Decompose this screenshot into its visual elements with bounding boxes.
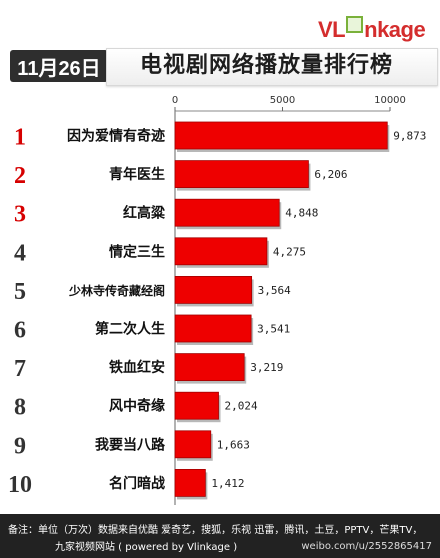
rank-number: 6 [14, 318, 26, 344]
bar [174, 160, 309, 189]
vlinkage-logo: VL nkage [318, 16, 426, 42]
category-label: 青年医生 [109, 166, 165, 183]
bar-value-label: 3,564 [258, 284, 291, 297]
bar [174, 353, 245, 382]
bar [174, 237, 268, 266]
category-label: 情定三生 [109, 243, 165, 260]
weibo-watermark: weibo.com/u/2552865417 [301, 541, 432, 552]
rank-number: 10 [8, 472, 32, 498]
bar [174, 468, 206, 497]
footer-note-line1: 备注：单位（万次）数据来自优酷 爱奇艺，搜狐，乐视 迅雷，腾讯，土豆，PPTV，… [8, 525, 423, 536]
bar [174, 430, 212, 459]
rank-number: 4 [14, 240, 26, 266]
category-label: 名门暗战 [109, 475, 165, 492]
category-label: 我要当八路 [95, 436, 166, 453]
bar-value-label: 4,848 [285, 207, 318, 220]
rank-number: 2 [14, 163, 26, 189]
bar-value-label: 3,219 [250, 361, 283, 374]
x-tick-label: 5000 [270, 95, 295, 106]
bar [174, 275, 253, 304]
chart-title: 电视剧网络播放量排行榜 [140, 53, 394, 78]
category-label: 少林寺传奇藏经阁 [68, 283, 165, 298]
category-label: 红高粱 [123, 205, 166, 222]
bar [174, 314, 252, 343]
x-tick-label: 10000 [374, 95, 406, 106]
rank-number: 1 [14, 125, 26, 151]
bar [174, 391, 219, 420]
bar-value-label: 1,663 [217, 438, 250, 451]
rank-number: 9 [14, 433, 26, 459]
bar [174, 198, 280, 227]
bar-value-label: 4,275 [273, 245, 306, 258]
footer-note: 备注：单位（万次）数据来自优酷 爱奇艺，搜狐，乐视 迅雷，腾讯，土豆，PPTV，… [0, 514, 440, 558]
logo-box-icon [346, 16, 364, 33]
footer-note-line2: 九家视频网站 ( powered by Vlinkage ) [55, 542, 238, 553]
bar-value-label: 1,412 [211, 477, 244, 490]
rank-number: 7 [14, 356, 26, 382]
bar-value-label: 3,541 [257, 323, 290, 336]
x-tick-label: 0 [172, 95, 178, 106]
rank-number: 5 [14, 279, 26, 305]
bar [174, 121, 388, 150]
rank-number: 3 [14, 202, 26, 228]
category-label: 第二次人生 [95, 321, 165, 338]
title-bar [106, 48, 438, 86]
category-label: 因为爱情有奇迹 [67, 128, 165, 145]
category-label: 风中奇缘 [109, 398, 165, 415]
bar-chart: 0 5000 10000 1 因为爱情有奇迹 9,873 2 青年医生 6,206 3 红高粱 4,8… [8, 95, 426, 505]
bar-value-label: 9,873 [393, 130, 426, 143]
date-badge: 11月26日 [10, 50, 108, 82]
category-label: 铁血红安 [109, 359, 165, 376]
bar-value-label: 6,206 [314, 168, 347, 181]
bar-value-label: 2,024 [225, 400, 258, 413]
rank-number: 8 [14, 395, 26, 421]
